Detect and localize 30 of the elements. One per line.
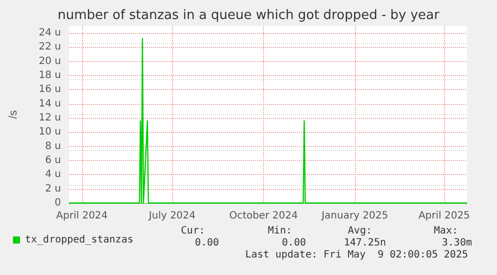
y-tick-label: 8 u xyxy=(45,140,61,152)
text: Max: xyxy=(434,226,458,236)
text: Avg: xyxy=(348,226,372,236)
text: Last update: Fri May 9 02:00:05 2025 xyxy=(245,250,468,260)
x-tick-label: July 2024 xyxy=(148,210,196,222)
x-tick-label: October 2024 xyxy=(229,210,298,222)
y-tick-label: 2 u xyxy=(45,183,61,194)
y-tick-label: 20 u xyxy=(38,56,61,67)
y-tick-label: 12 u xyxy=(38,112,61,124)
y-axis-title: /s xyxy=(8,110,20,119)
y-tick-label: 14 u xyxy=(38,98,61,110)
y-tick-label: 24 u xyxy=(38,28,61,39)
text: 3.30m xyxy=(442,238,472,248)
y-tick-label: 10 u xyxy=(38,126,61,138)
text: 0.00 xyxy=(194,238,219,248)
y-tick-label: 22 u xyxy=(38,42,61,53)
text: 0.00 xyxy=(282,238,306,248)
y-tick-label: 4 u xyxy=(45,169,61,180)
x-tick-label: April 2025 xyxy=(418,210,470,222)
y-tick-label: 18 u xyxy=(38,70,61,82)
chart-title: number of stanzas in a queue which got dropped - by year xyxy=(58,8,440,23)
text: Min: xyxy=(268,226,292,236)
legend-label: tx_dropped_stanzas xyxy=(25,234,134,246)
y-tick-label: 6 u xyxy=(45,155,61,166)
y-tick-label: 0 xyxy=(54,198,61,208)
y-tick-label: 16 u xyxy=(38,84,61,96)
text: 147.25n xyxy=(344,238,386,248)
x-tick-label: April 2024 xyxy=(56,210,108,222)
x-tick-label: January 2025 xyxy=(320,210,388,222)
text: Cur: xyxy=(180,226,205,236)
